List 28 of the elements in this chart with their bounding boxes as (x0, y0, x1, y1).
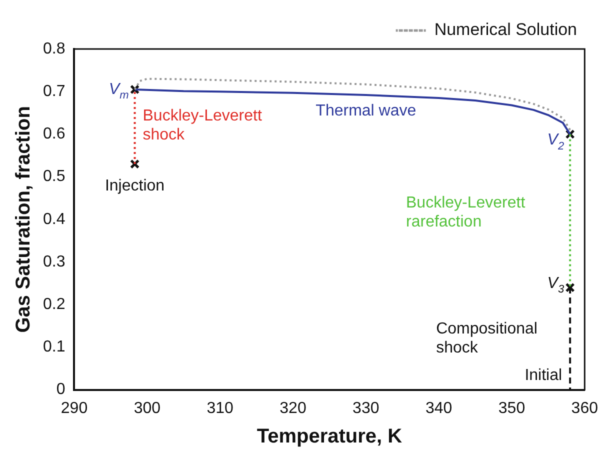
point (130, 159, 140, 169)
y-axis-title: Gas Saturation, fraction (12, 106, 35, 333)
x-tick-label: 320 (280, 400, 306, 417)
y-tick-label: 0 (56, 381, 66, 398)
x-tick-label: 310 (206, 400, 234, 417)
x-tick-label: 290 (60, 400, 88, 417)
annotation: Thermal wave (316, 102, 416, 120)
x-tick-label: 330 (352, 400, 380, 417)
annotation: Injection (104, 177, 165, 194)
y-tick-label: 0.4 (42, 210, 66, 228)
y-tick-label: 0.8 (42, 40, 66, 58)
legend-label: Numerical Solution (434, 20, 578, 40)
annotation: Compositional shock (436, 320, 538, 357)
annotation: Initial (524, 367, 562, 384)
x-tick-label: 360 (571, 400, 598, 417)
x-tick-label: 340 (425, 400, 452, 417)
y-tick-label: 0.7 (42, 83, 66, 100)
y-tick-label: 0.3 (42, 253, 66, 270)
point (565, 282, 575, 292)
x-axis-title: Temperature, K (256, 426, 403, 448)
y-tick-label: 0.5 (42, 168, 66, 186)
annotation: Buckley-Leverett shock (142, 108, 262, 144)
annotation: Buckley-Leverett rarefaction (406, 194, 526, 230)
y-tick-label: 0.6 (42, 126, 66, 143)
x-tick-label: 300 (134, 400, 161, 417)
y-tick-label: 0.1 (42, 338, 66, 356)
y-tick-label: 0.2 (42, 296, 66, 314)
x-tick-label: 350 (498, 400, 526, 417)
